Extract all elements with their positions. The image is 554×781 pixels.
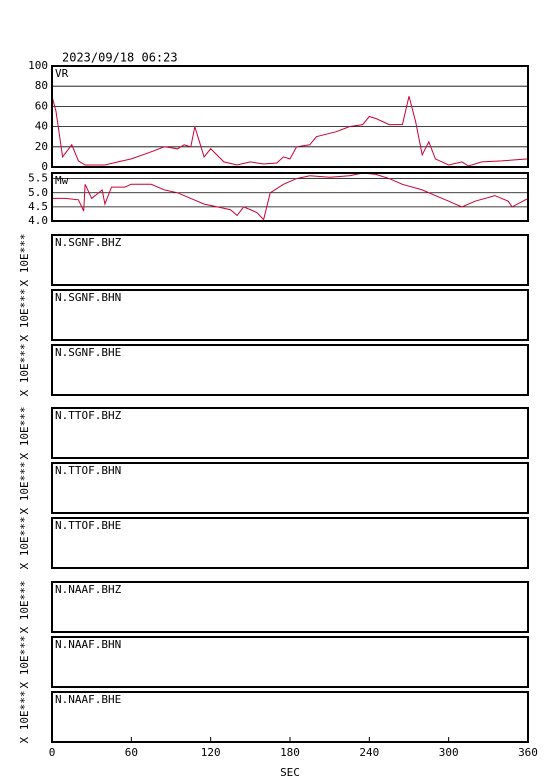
y-tick-label: 5.0 [28,186,48,199]
panel-frame [51,65,529,168]
y-tick-label: 4.5 [28,200,48,213]
chart-title: 2023/09/18 06:23 [62,51,178,65]
panel-label: N.NAAF.BHN [55,638,121,651]
y-axis-label: X 10E*** [18,407,31,460]
y-axis-label: X 10E*** [18,344,31,397]
y-axis-label: X 10E*** [18,289,31,342]
x-tick-label: 300 [439,746,459,759]
data-line [51,96,529,167]
y-axis-label: X 10E*** [18,691,31,744]
panel-label: N.SGNF.BHZ [55,236,122,249]
x-tick-label: 0 [49,746,56,759]
y-tick-label: 100 [28,59,48,72]
panel-label: VR [55,67,69,80]
y-tick-label: 60 [35,99,48,112]
panel-label: N.NAAF.BHE [55,693,121,706]
panel-label: Mw [55,174,69,187]
panel-label: N.TTOF.BHE [55,519,121,532]
y-tick-label: 0 [41,160,48,173]
x-tick-label: 60 [125,746,138,759]
panel-frame [51,462,529,514]
panel-frame [51,234,529,286]
x-tick-label: 240 [359,746,379,759]
y-tick-label: 5.5 [28,172,48,185]
panel-label: N.TTOF.BHN [55,464,121,477]
y-axis-label: X 10E*** [18,517,31,570]
y-axis-label: X 10E*** [18,636,31,689]
panel-label: N.NAAF.BHZ [55,583,122,596]
y-tick-label: 4.0 [28,214,48,227]
panel-frame [51,691,529,743]
panel-label: N.TTOF.BHZ [55,409,122,422]
panel-frame [51,517,529,569]
y-tick-label: 80 [35,79,48,92]
x-axis-label: SEC [280,766,300,779]
y-tick-label: 20 [35,140,48,153]
panel-frame [51,344,529,396]
y-tick-label: 40 [35,120,48,133]
x-tick-label: 180 [280,746,300,759]
panel-frame [51,636,529,688]
y-axis-label: X 10E*** [18,462,31,515]
panel-label: N.SGNF.BHN [55,291,121,304]
panel-frame [51,407,529,459]
panel-frame [51,289,529,341]
data-line [52,172,529,221]
panel-frame [51,581,529,633]
panel-frame [51,172,529,222]
y-axis-label: X 10E*** [18,234,31,287]
y-axis-label: X 10E*** [18,581,31,634]
x-tick-label: 120 [201,746,221,759]
panel-label: N.SGNF.BHE [55,346,121,359]
x-tick-label: 360 [518,746,538,759]
